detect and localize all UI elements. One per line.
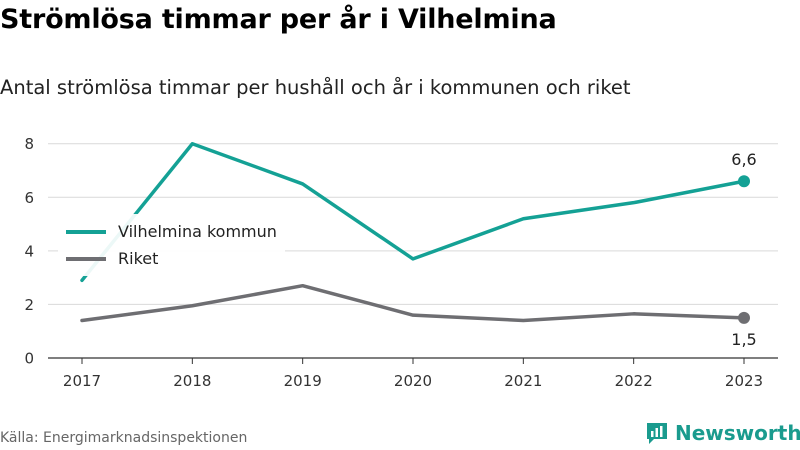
data-point-vilhelmina	[738, 175, 750, 188]
legend-swatch-vilhelmina	[66, 229, 106, 234]
newsworthy-logo-text: Newsworthy	[675, 421, 800, 445]
source-note: Källa: Energimarknadsinspektionen	[0, 430, 248, 446]
data-point-riket	[738, 311, 750, 324]
chart-title: Strömlösa timmar per år i Vilhelmina	[0, 4, 557, 35]
newsworthy-logo-icon	[647, 423, 667, 444]
newsworthy-logo: Newsworthy	[645, 421, 800, 445]
y-tick-label: 6	[24, 189, 34, 207]
x-tick-label: 2020	[394, 372, 432, 390]
y-tick-label: 8	[24, 135, 34, 153]
end-label-vilhelmina: 6,6	[731, 150, 756, 169]
y-tick-label: 4	[24, 242, 34, 260]
x-tick-label: 2019	[284, 372, 322, 390]
legend-label-vilhelmina: Vilhelmina kommun	[118, 222, 277, 241]
series-line-riket	[80, 283, 746, 323]
series-line-vilhelmina	[80, 141, 746, 283]
x-tick-label: 2018	[173, 372, 211, 390]
legend-label-riket: Riket	[118, 249, 159, 268]
x-tick-label: 2021	[504, 372, 542, 390]
x-tick-label: 2017	[63, 372, 101, 390]
legend-item-riket: Riket	[66, 245, 277, 272]
legend-swatch-riket	[66, 256, 106, 261]
y-tick-label: 2	[24, 296, 34, 314]
end-label-riket: 1,5	[731, 330, 756, 349]
chart-subtitle: Antal strömlösa timmar per hushåll och å…	[0, 76, 631, 99]
y-tick-label: 0	[24, 350, 34, 368]
x-tick-label: 2023	[725, 372, 763, 390]
chart-legend: Vilhelmina kommun Riket	[58, 214, 285, 276]
legend-item-vilhelmina: Vilhelmina kommun	[66, 218, 277, 245]
x-tick-label: 2022	[615, 372, 653, 390]
